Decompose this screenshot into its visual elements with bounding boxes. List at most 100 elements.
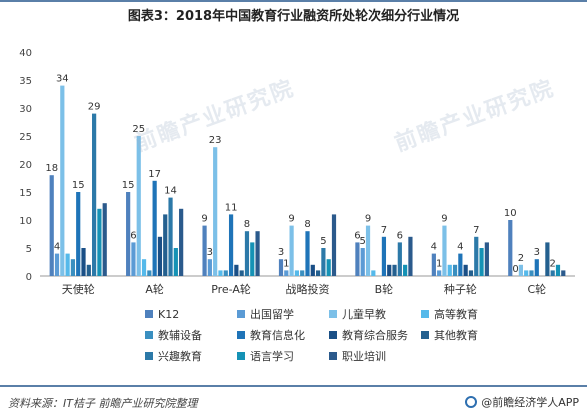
legend-swatch xyxy=(421,331,429,339)
brand-label: @前瞻经济学人APP xyxy=(481,396,579,409)
y-tick-label: 15 xyxy=(19,188,32,199)
y-tick-label: 20 xyxy=(19,160,32,171)
data-label: 23 xyxy=(209,135,222,146)
bar xyxy=(458,253,463,276)
legend-label: 出国留学 xyxy=(250,307,294,321)
legend-swatch xyxy=(329,331,337,339)
bar xyxy=(463,264,468,276)
bar xyxy=(163,214,168,276)
bar xyxy=(202,225,207,276)
bars-layer xyxy=(49,85,566,276)
data-label: 1 xyxy=(436,258,442,269)
bar xyxy=(49,175,54,276)
bar xyxy=(70,259,76,276)
bar xyxy=(392,264,397,276)
y-tick-label: 10 xyxy=(19,216,32,227)
bar xyxy=(508,220,513,276)
bar xyxy=(97,208,102,276)
bar xyxy=(403,264,408,276)
bar xyxy=(442,225,447,276)
bar xyxy=(244,231,250,276)
data-label: 7 xyxy=(381,225,387,236)
data-label: 6 xyxy=(397,230,403,241)
bar xyxy=(278,259,284,276)
brand: @前瞻经济学人APP xyxy=(465,394,579,410)
bar xyxy=(310,264,315,276)
bar xyxy=(447,264,452,276)
data-label: 15 xyxy=(122,180,135,191)
data-label: 5 xyxy=(320,236,326,247)
bar xyxy=(239,270,244,276)
x-tick-label: 天使轮 xyxy=(62,282,95,296)
data-label: 8 xyxy=(304,219,310,230)
x-tick-label: Pre-A轮 xyxy=(211,282,251,296)
bar xyxy=(131,242,136,276)
bar xyxy=(484,242,489,276)
bar xyxy=(81,248,86,276)
data-label: 3 xyxy=(534,247,540,258)
bar xyxy=(60,85,65,276)
bar xyxy=(213,147,218,276)
bar xyxy=(408,236,413,276)
data-label: 9 xyxy=(441,214,447,225)
x-tick-label: B轮 xyxy=(375,282,394,296)
bar xyxy=(545,242,550,276)
bar xyxy=(474,236,479,276)
data-label: 2 xyxy=(549,258,555,269)
bar xyxy=(157,236,163,276)
bar xyxy=(431,253,436,276)
legend-swatch xyxy=(329,352,337,360)
bar xyxy=(397,242,402,276)
bar xyxy=(102,203,107,276)
bar xyxy=(65,253,70,276)
x-tick-label: 种子轮 xyxy=(444,282,477,296)
data-labels-layer: 1843415291562517149323118319856597641947… xyxy=(45,74,556,275)
bar xyxy=(126,192,131,276)
data-label: 2 xyxy=(518,253,524,264)
bar xyxy=(234,264,239,276)
bar xyxy=(250,242,255,276)
data-label: 0 xyxy=(512,264,518,275)
data-label: 15 xyxy=(72,180,85,191)
bar xyxy=(207,259,212,276)
y-tick-label: 25 xyxy=(19,132,32,143)
bar xyxy=(294,270,299,276)
bar xyxy=(136,136,141,276)
legend-label: 儿童早教 xyxy=(342,307,386,321)
bar xyxy=(305,231,310,276)
legend-swatch xyxy=(237,352,245,360)
data-label: 4 xyxy=(54,242,60,253)
data-label: 34 xyxy=(56,74,69,85)
legend-label: 教育信息化 xyxy=(250,328,305,342)
bar xyxy=(555,264,561,276)
y-tick-label: 5 xyxy=(26,244,32,255)
bar xyxy=(54,253,60,276)
y-tick-label: 35 xyxy=(19,76,32,87)
bar xyxy=(147,270,152,276)
data-label: 3 xyxy=(207,247,213,258)
bar xyxy=(524,270,529,276)
data-label: 11 xyxy=(225,202,238,213)
bar xyxy=(331,214,337,276)
x-tick-label: A轮 xyxy=(145,282,164,296)
legend-swatch xyxy=(329,310,337,318)
legend-swatch xyxy=(237,310,245,318)
data-label: 7 xyxy=(473,225,479,236)
bar xyxy=(92,113,97,276)
footer: 资料来源：IT桔子 前瞻产业研究院整理 @前瞻经济学人APP xyxy=(0,385,587,419)
data-label: 5 xyxy=(360,236,366,247)
bar xyxy=(218,270,223,276)
bar xyxy=(284,270,289,276)
y-tick-label: 0 xyxy=(26,272,32,283)
legend-swatch xyxy=(421,310,429,318)
bar xyxy=(387,264,392,276)
bar xyxy=(452,264,458,276)
bar xyxy=(289,225,294,276)
bar xyxy=(223,270,228,276)
bar xyxy=(141,259,147,276)
bar xyxy=(76,192,81,276)
y-tick-label: 40 xyxy=(19,48,32,59)
